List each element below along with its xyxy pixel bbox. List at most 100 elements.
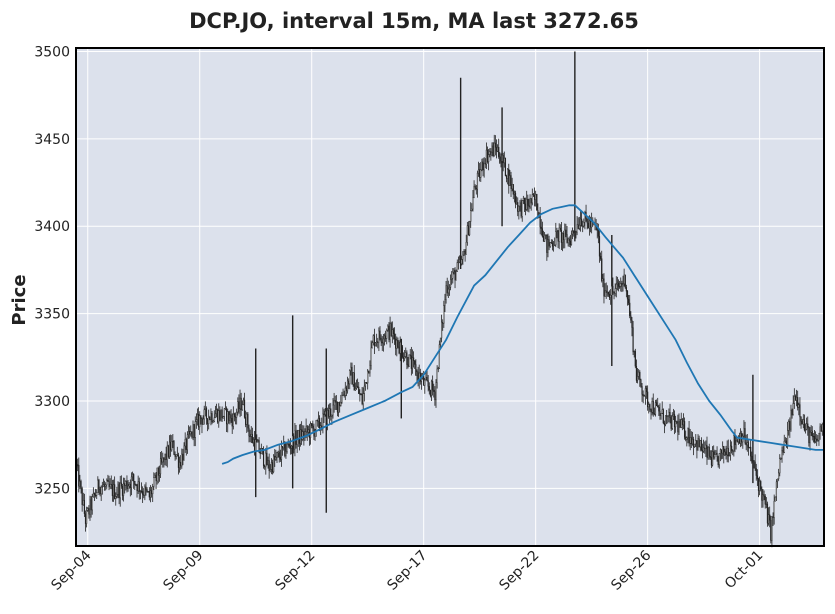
candle-body (761, 489, 763, 501)
candle-body (769, 514, 771, 521)
candle-body (511, 184, 513, 189)
candle-body (396, 339, 398, 349)
candle-body (385, 335, 387, 339)
candle-body (545, 234, 547, 236)
candle-body (409, 354, 411, 356)
candle-body (687, 428, 689, 438)
candle-body (430, 381, 433, 396)
candle-body (444, 299, 446, 306)
candle-body (808, 427, 810, 444)
candle-body (638, 371, 640, 377)
candle-body (199, 415, 201, 428)
candle-body (472, 197, 474, 210)
candle-body (771, 516, 773, 541)
candle-body (349, 370, 351, 385)
candle-body (120, 482, 122, 487)
plot-frame (75, 47, 825, 547)
candle-body (258, 440, 260, 453)
candle-body (276, 452, 278, 458)
candle-body (125, 481, 127, 486)
candle-body (722, 446, 724, 454)
candle-body (413, 357, 415, 361)
candle-body (589, 220, 592, 228)
candle-body (606, 291, 608, 293)
candle-body (795, 397, 798, 401)
candle-body (186, 434, 189, 450)
candle-body (115, 496, 117, 499)
candle-body (504, 157, 507, 176)
candle-body (635, 366, 638, 381)
candle-body (170, 441, 172, 451)
candle-body (236, 411, 238, 418)
candle-body (598, 236, 601, 257)
candle-body (671, 415, 673, 429)
x-tick-label: Sep-22 (496, 548, 542, 594)
candle-body (89, 499, 91, 515)
candle-body (755, 468, 757, 476)
candle-body (301, 429, 303, 440)
candle-body (480, 169, 482, 178)
candle-body (631, 320, 633, 328)
candle-body (696, 440, 698, 451)
candle-body (290, 445, 293, 449)
candle-body (522, 198, 524, 201)
candle-body (259, 451, 261, 455)
candle-body (532, 194, 535, 196)
candle-body (369, 365, 371, 374)
candle-body (552, 245, 555, 247)
candle-body (548, 239, 550, 247)
candle-body (628, 298, 630, 304)
candle-body (757, 478, 760, 491)
candle-body (569, 240, 571, 245)
y-axis-label: Price (9, 274, 30, 325)
candle-body (191, 431, 193, 438)
candle-body (286, 443, 288, 452)
candle-body (783, 440, 785, 453)
candle-body (279, 456, 281, 460)
candle-body (479, 169, 481, 178)
candle-body (649, 404, 651, 410)
candle-body (148, 491, 150, 498)
candle-body (663, 422, 666, 425)
candle-body (714, 454, 716, 458)
candle-body (400, 342, 402, 347)
candle-body (399, 342, 401, 354)
candle-body (629, 302, 631, 317)
x-tick-label: Sep-04 (48, 547, 94, 593)
candle-body (381, 341, 383, 344)
candle-body (510, 175, 512, 189)
candle-body (153, 477, 155, 487)
candle-body (819, 426, 821, 434)
candle-body (154, 475, 156, 478)
candle-body (320, 425, 322, 428)
candle-body (773, 501, 775, 518)
candle-body (692, 438, 695, 448)
candle-body (464, 251, 466, 255)
grid (76, 48, 824, 546)
candle-body (331, 414, 333, 417)
candle-body (651, 401, 653, 413)
candle-body (398, 346, 400, 354)
candle-body (488, 154, 490, 163)
candle-body (247, 413, 249, 429)
candle-body (744, 428, 746, 444)
candle-body (205, 408, 208, 419)
candle-body (457, 261, 459, 264)
candle-body (227, 411, 229, 425)
candle-body (233, 413, 236, 417)
candle-body (252, 439, 255, 443)
candle-body (558, 227, 560, 242)
candle-body (362, 393, 364, 404)
candle-body (491, 145, 493, 153)
candle-body (437, 368, 439, 370)
candle-body (193, 424, 195, 438)
candle-body (485, 149, 487, 165)
candle-body (129, 484, 131, 489)
candle-body (192, 424, 194, 438)
candle-body (241, 404, 243, 410)
candle-body (461, 259, 463, 265)
candle-body (789, 421, 791, 430)
candle-body (486, 149, 489, 163)
candle-body (232, 413, 234, 427)
candle-body (809, 432, 811, 444)
